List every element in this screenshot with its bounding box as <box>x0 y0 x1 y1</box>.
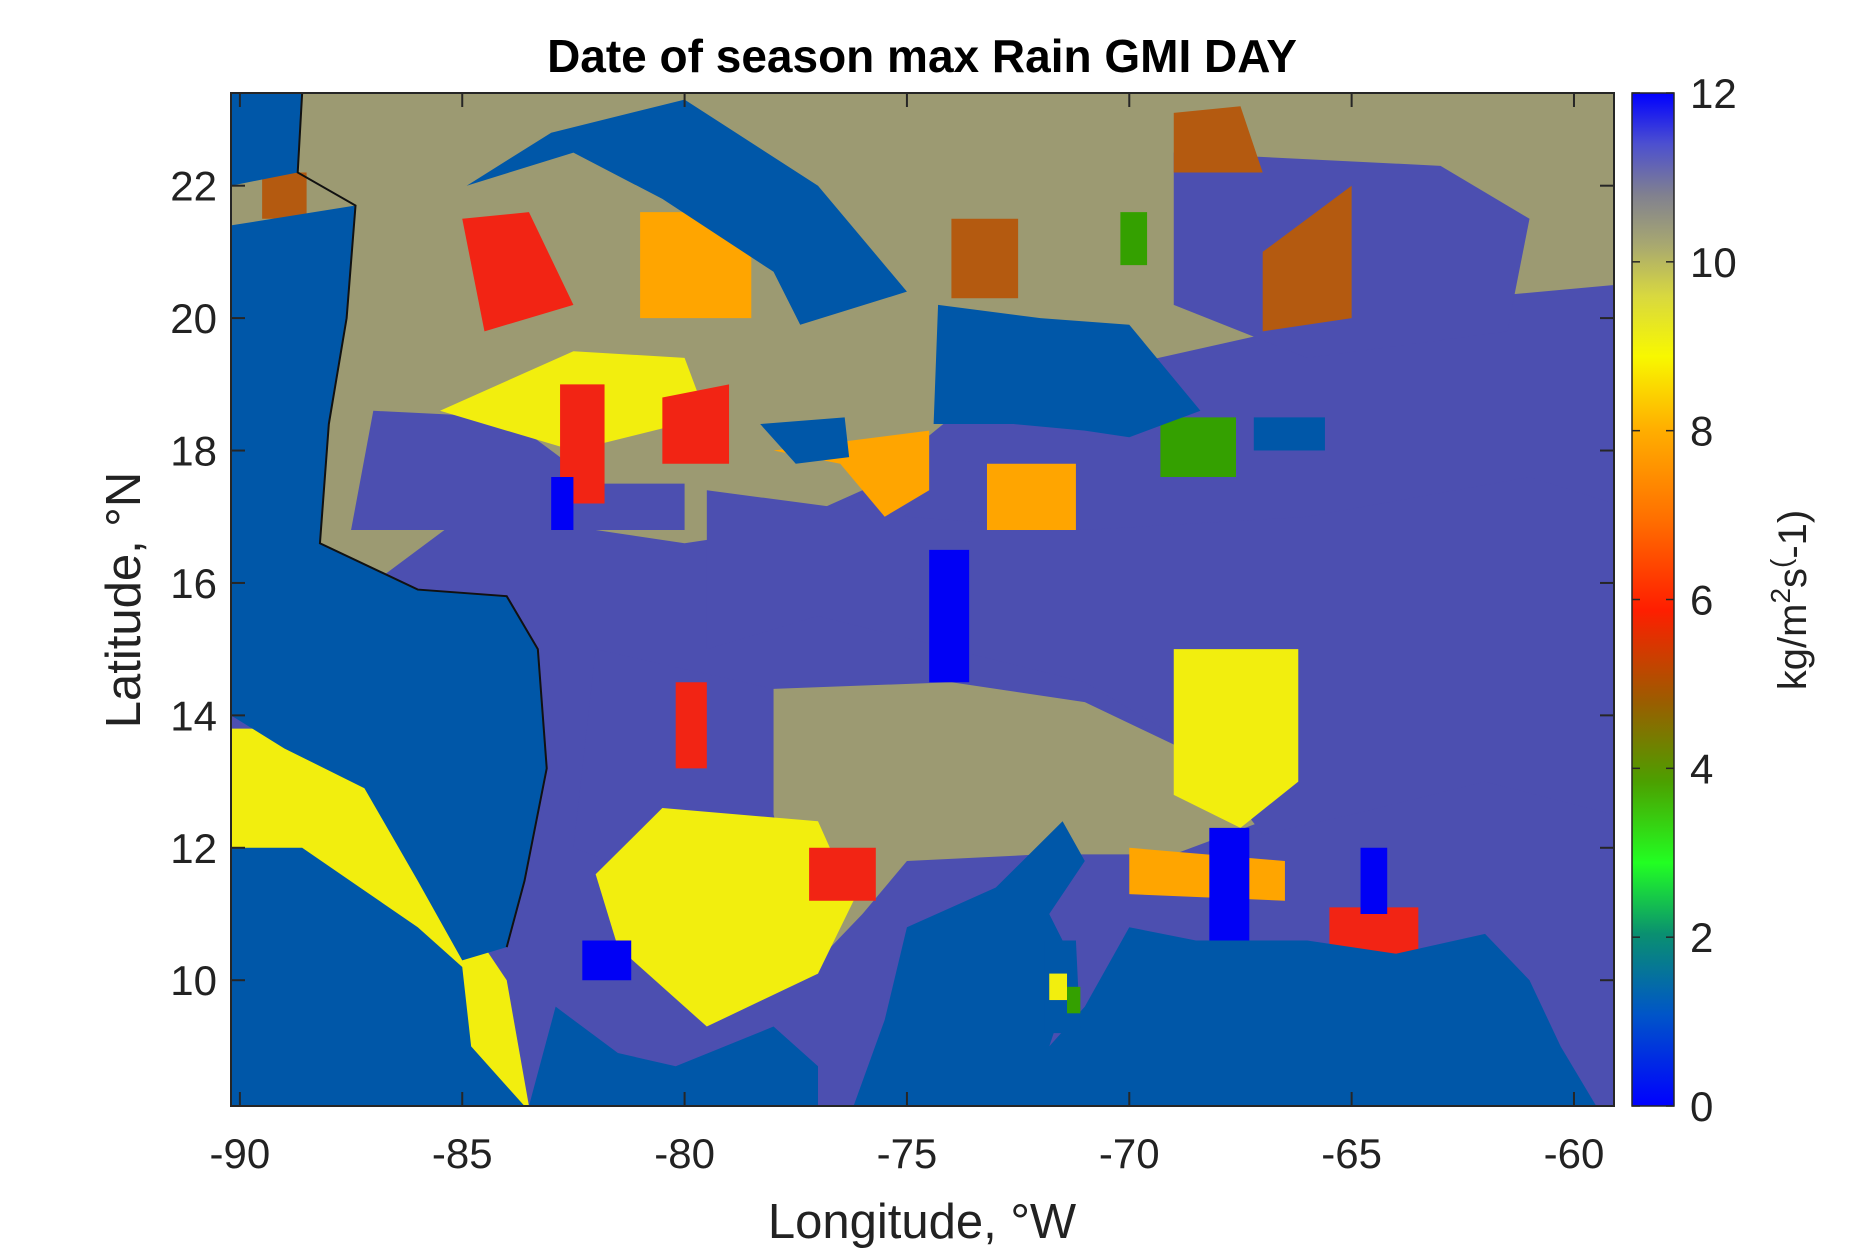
colorbar-tick-label: 0 <box>1690 1083 1713 1130</box>
x-tick-label: -60 <box>1544 1130 1605 1177</box>
region-red-4 <box>675 682 707 769</box>
region-ocean-panama <box>528 1006 818 1106</box>
region-red-5 <box>809 847 876 901</box>
colorbar-tick-label: 8 <box>1690 408 1713 455</box>
region-ocean-puerto-rico <box>1253 417 1325 451</box>
region-brown-2 <box>1262 185 1352 332</box>
region-blue-1 <box>929 549 970 683</box>
region-ocean-jamaica <box>760 417 850 464</box>
y-tick-label: 12 <box>170 825 217 872</box>
region-blue-3 <box>582 940 632 981</box>
region-ocean-gulf <box>231 93 303 186</box>
y-tick-label: 14 <box>170 692 217 739</box>
plot-area <box>231 93 1614 1106</box>
region-red-6 <box>1329 907 1419 954</box>
x-tick-label: -90 <box>210 1130 271 1177</box>
colorbar-tick-label: 12 <box>1690 70 1737 117</box>
region-green-1 <box>1160 417 1237 478</box>
x-axis-label: Longitude, °W <box>768 1195 1077 1249</box>
colorbar-label: kg/m2s(-1) <box>1765 510 1815 690</box>
region-yellow-south <box>595 808 854 1027</box>
colorbar-tick-label: 10 <box>1690 239 1737 286</box>
y-tick-label: 10 <box>170 957 217 1004</box>
region-blue-5 <box>551 477 574 530</box>
region-blue-2 <box>1209 827 1250 941</box>
x-tick-label: -80 <box>654 1130 715 1177</box>
region-orange-2 <box>986 463 1076 530</box>
x-tick-label: -65 <box>1321 1130 1382 1177</box>
cell-maracaibo-green <box>1067 986 1081 1014</box>
colorbar-tick-label: 2 <box>1690 914 1713 961</box>
region-ocean-cuba <box>466 99 907 325</box>
map-layer <box>231 93 1614 1106</box>
colorbar-tick-label: 6 <box>1690 577 1713 624</box>
x-tick-label: -75 <box>877 1130 938 1177</box>
y-axis-ticks: 10 12 14 16 18 20 22 <box>170 163 1614 1004</box>
chart-title: Date of season max Rain GMI DAY <box>547 30 1297 82</box>
x-tick-label: -85 <box>432 1130 493 1177</box>
cell-maracaibo-yellow <box>1049 973 1068 1001</box>
y-tick-label: 20 <box>170 295 217 342</box>
region-brown-1 <box>1173 106 1263 173</box>
region-red-2 <box>662 384 730 464</box>
y-tick-label: 22 <box>170 163 217 210</box>
coastline <box>296 93 548 948</box>
region-ocean-venezuela <box>853 821 1597 1106</box>
region-ocean-west <box>231 205 547 961</box>
region-ocean-pacific-sw <box>231 847 525 1106</box>
region-brown-3 <box>262 172 307 219</box>
colorbar-tick-label: 4 <box>1690 745 1713 792</box>
region-green-2 <box>1120 212 1148 266</box>
region-ocean-hispaniola <box>933 304 1201 438</box>
region-blue-4 <box>1360 847 1388 914</box>
y-tick-label: 18 <box>170 428 217 475</box>
x-axis-ticks: -90 -85 -80 -75 -70 -65 -60 <box>210 93 1605 1177</box>
region-red-1 <box>462 212 574 332</box>
y-axis-label: Latitude, °N <box>97 472 151 729</box>
region-brown-4 <box>951 218 1019 299</box>
region-olive-central <box>773 682 1263 961</box>
colorbar-ticks: 0 2 4 6 8 10 12 <box>1632 70 1737 1130</box>
region-red-3 <box>560 384 605 504</box>
plot-frame <box>230 92 1615 1107</box>
region-yellow-east <box>1173 649 1299 828</box>
x-tick-label: -70 <box>1099 1130 1160 1177</box>
y-tick-label: 16 <box>170 560 217 607</box>
